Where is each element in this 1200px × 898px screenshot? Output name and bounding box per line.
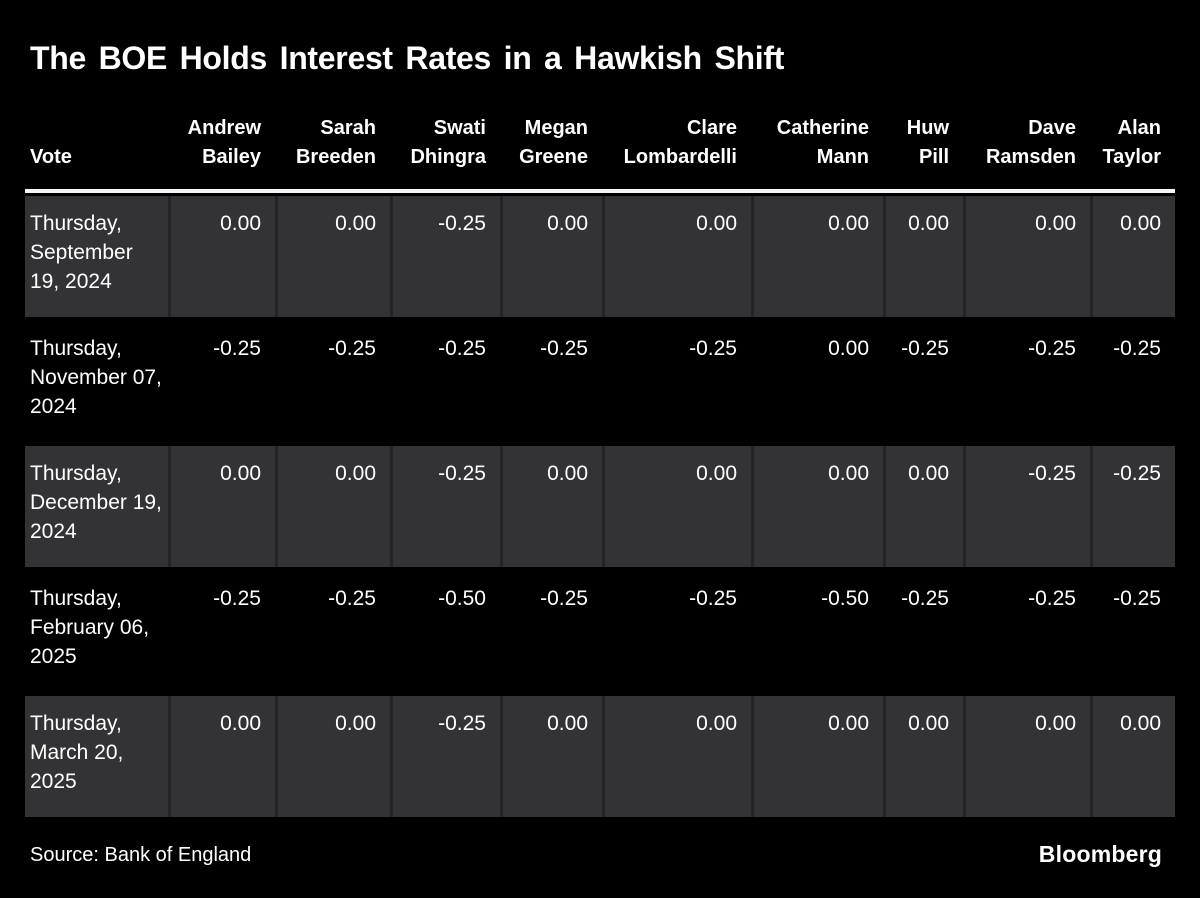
- column-header-ramsden: Dave Ramsden: [985, 117, 1076, 168]
- column-header-greene: Megan Greene: [519, 117, 588, 168]
- vote-value: 0.00: [751, 446, 883, 567]
- column-header-mann: Catherine Mann: [776, 117, 869, 168]
- vote-value: -0.50: [821, 587, 869, 610]
- vote-value: 0.00: [751, 696, 883, 817]
- vote-value: 0.00: [828, 337, 869, 360]
- vote-value: 0.00: [275, 196, 390, 317]
- vote-value: -0.25: [963, 446, 1090, 567]
- vote-value: -0.25: [1028, 587, 1076, 610]
- vote-value: 0.00: [1090, 196, 1175, 317]
- column-header-taylor: Alan Taylor: [1102, 117, 1161, 168]
- vote-value: 0.00: [602, 446, 751, 567]
- vote-value: -0.25: [328, 587, 376, 610]
- vote-value: 0.00: [602, 196, 751, 317]
- table-header-row: Vote Andrew Bailey Sarah Breeden Swati Dhin…: [25, 104, 1175, 189]
- column-header-vote: Vote: [30, 146, 72, 168]
- vote-value: -0.25: [1113, 337, 1161, 360]
- vote-value: 0.00: [168, 446, 275, 567]
- meeting-date: Thursday, February 06, 2025: [30, 587, 150, 668]
- vote-value: -0.25: [689, 337, 737, 360]
- vote-value: 0.00: [1090, 696, 1175, 817]
- vote-value: -0.25: [390, 196, 500, 317]
- vote-value: -0.25: [1028, 337, 1076, 360]
- vote-value: 0.00: [602, 696, 751, 817]
- vote-value: -0.25: [213, 337, 261, 360]
- column-header-dhingra: Swati Dhingra: [410, 117, 486, 168]
- column-header-pill: Huw Pill: [906, 117, 949, 168]
- vote-value: 0.00: [883, 196, 963, 317]
- vote-table: Vote Andrew Bailey Sarah Breeden Swati Dhin…: [25, 104, 1175, 821]
- vote-value: 0.00: [275, 696, 390, 817]
- vote-value: -0.25: [540, 587, 588, 610]
- vote-value: 0.00: [275, 446, 390, 567]
- vote-value: -0.25: [328, 337, 376, 360]
- vote-value: -0.25: [390, 696, 500, 817]
- meeting-date: Thursday, September 19, 2024: [30, 212, 133, 293]
- vote-value: -0.25: [540, 337, 588, 360]
- vote-value: 0.00: [963, 696, 1090, 817]
- page-title: The BOE Holds Interest Rates in a Hawkis…: [30, 40, 785, 76]
- vote-value: 0.00: [883, 446, 963, 567]
- vote-value: -0.50: [438, 587, 486, 610]
- vote-value: -0.25: [1090, 446, 1175, 567]
- vote-value: 0.00: [500, 446, 602, 567]
- column-header-lombardelli: Clare Lombardelli: [623, 117, 737, 168]
- header-rule: [25, 189, 1175, 193]
- vote-value: 0.00: [168, 196, 275, 317]
- column-header-breeden: Sarah Breeden: [295, 117, 376, 168]
- vote-value: 0.00: [883, 696, 963, 817]
- vote-value: -0.25: [689, 587, 737, 610]
- bloomberg-logo: Bloomberg: [1038, 841, 1162, 867]
- meeting-date: Thursday, November 07, 2024: [30, 337, 162, 418]
- footer: Source: Bank of England Bloomberg: [0, 841, 1200, 875]
- vote-value: 0.00: [500, 196, 602, 317]
- vote-value: -0.25: [901, 587, 949, 610]
- vote-value: 0.00: [963, 196, 1090, 317]
- table-row-mar-2025: Thursday, March 20, 2025 0.00 0.00 -0.25…: [25, 696, 1175, 817]
- table-body: Thursday, September 19, 2024 0.00 0.00 -…: [25, 196, 1175, 817]
- meeting-date: Thursday, March 20, 2025: [30, 712, 124, 793]
- vote-value: -0.25: [901, 337, 949, 360]
- column-header-bailey: Andrew Bailey: [187, 117, 261, 168]
- source-note: Source: Bank of England: [30, 844, 252, 866]
- vote-value: -0.25: [438, 337, 486, 360]
- vote-value: -0.25: [1113, 587, 1161, 610]
- vote-value: 0.00: [168, 696, 275, 817]
- vote-value: 0.00: [500, 696, 602, 817]
- meeting-date: Thursday, December 19, 2024: [30, 462, 162, 543]
- vote-value: -0.25: [390, 446, 500, 567]
- table-row-dec-2024: Thursday, December 19, 2024 0.00 0.00 -0…: [25, 446, 1175, 567]
- table-row-feb-2025: Thursday, February 06, 2025 -0.25 -0.25 …: [25, 571, 1175, 692]
- vote-value: -0.25: [213, 587, 261, 610]
- vote-value: 0.00: [751, 196, 883, 317]
- table-row-nov-2024: Thursday, November 07, 2024 -0.25 -0.25 …: [25, 321, 1175, 442]
- table-row-sep-2024: Thursday, September 19, 2024 0.00 0.00 -…: [25, 196, 1175, 317]
